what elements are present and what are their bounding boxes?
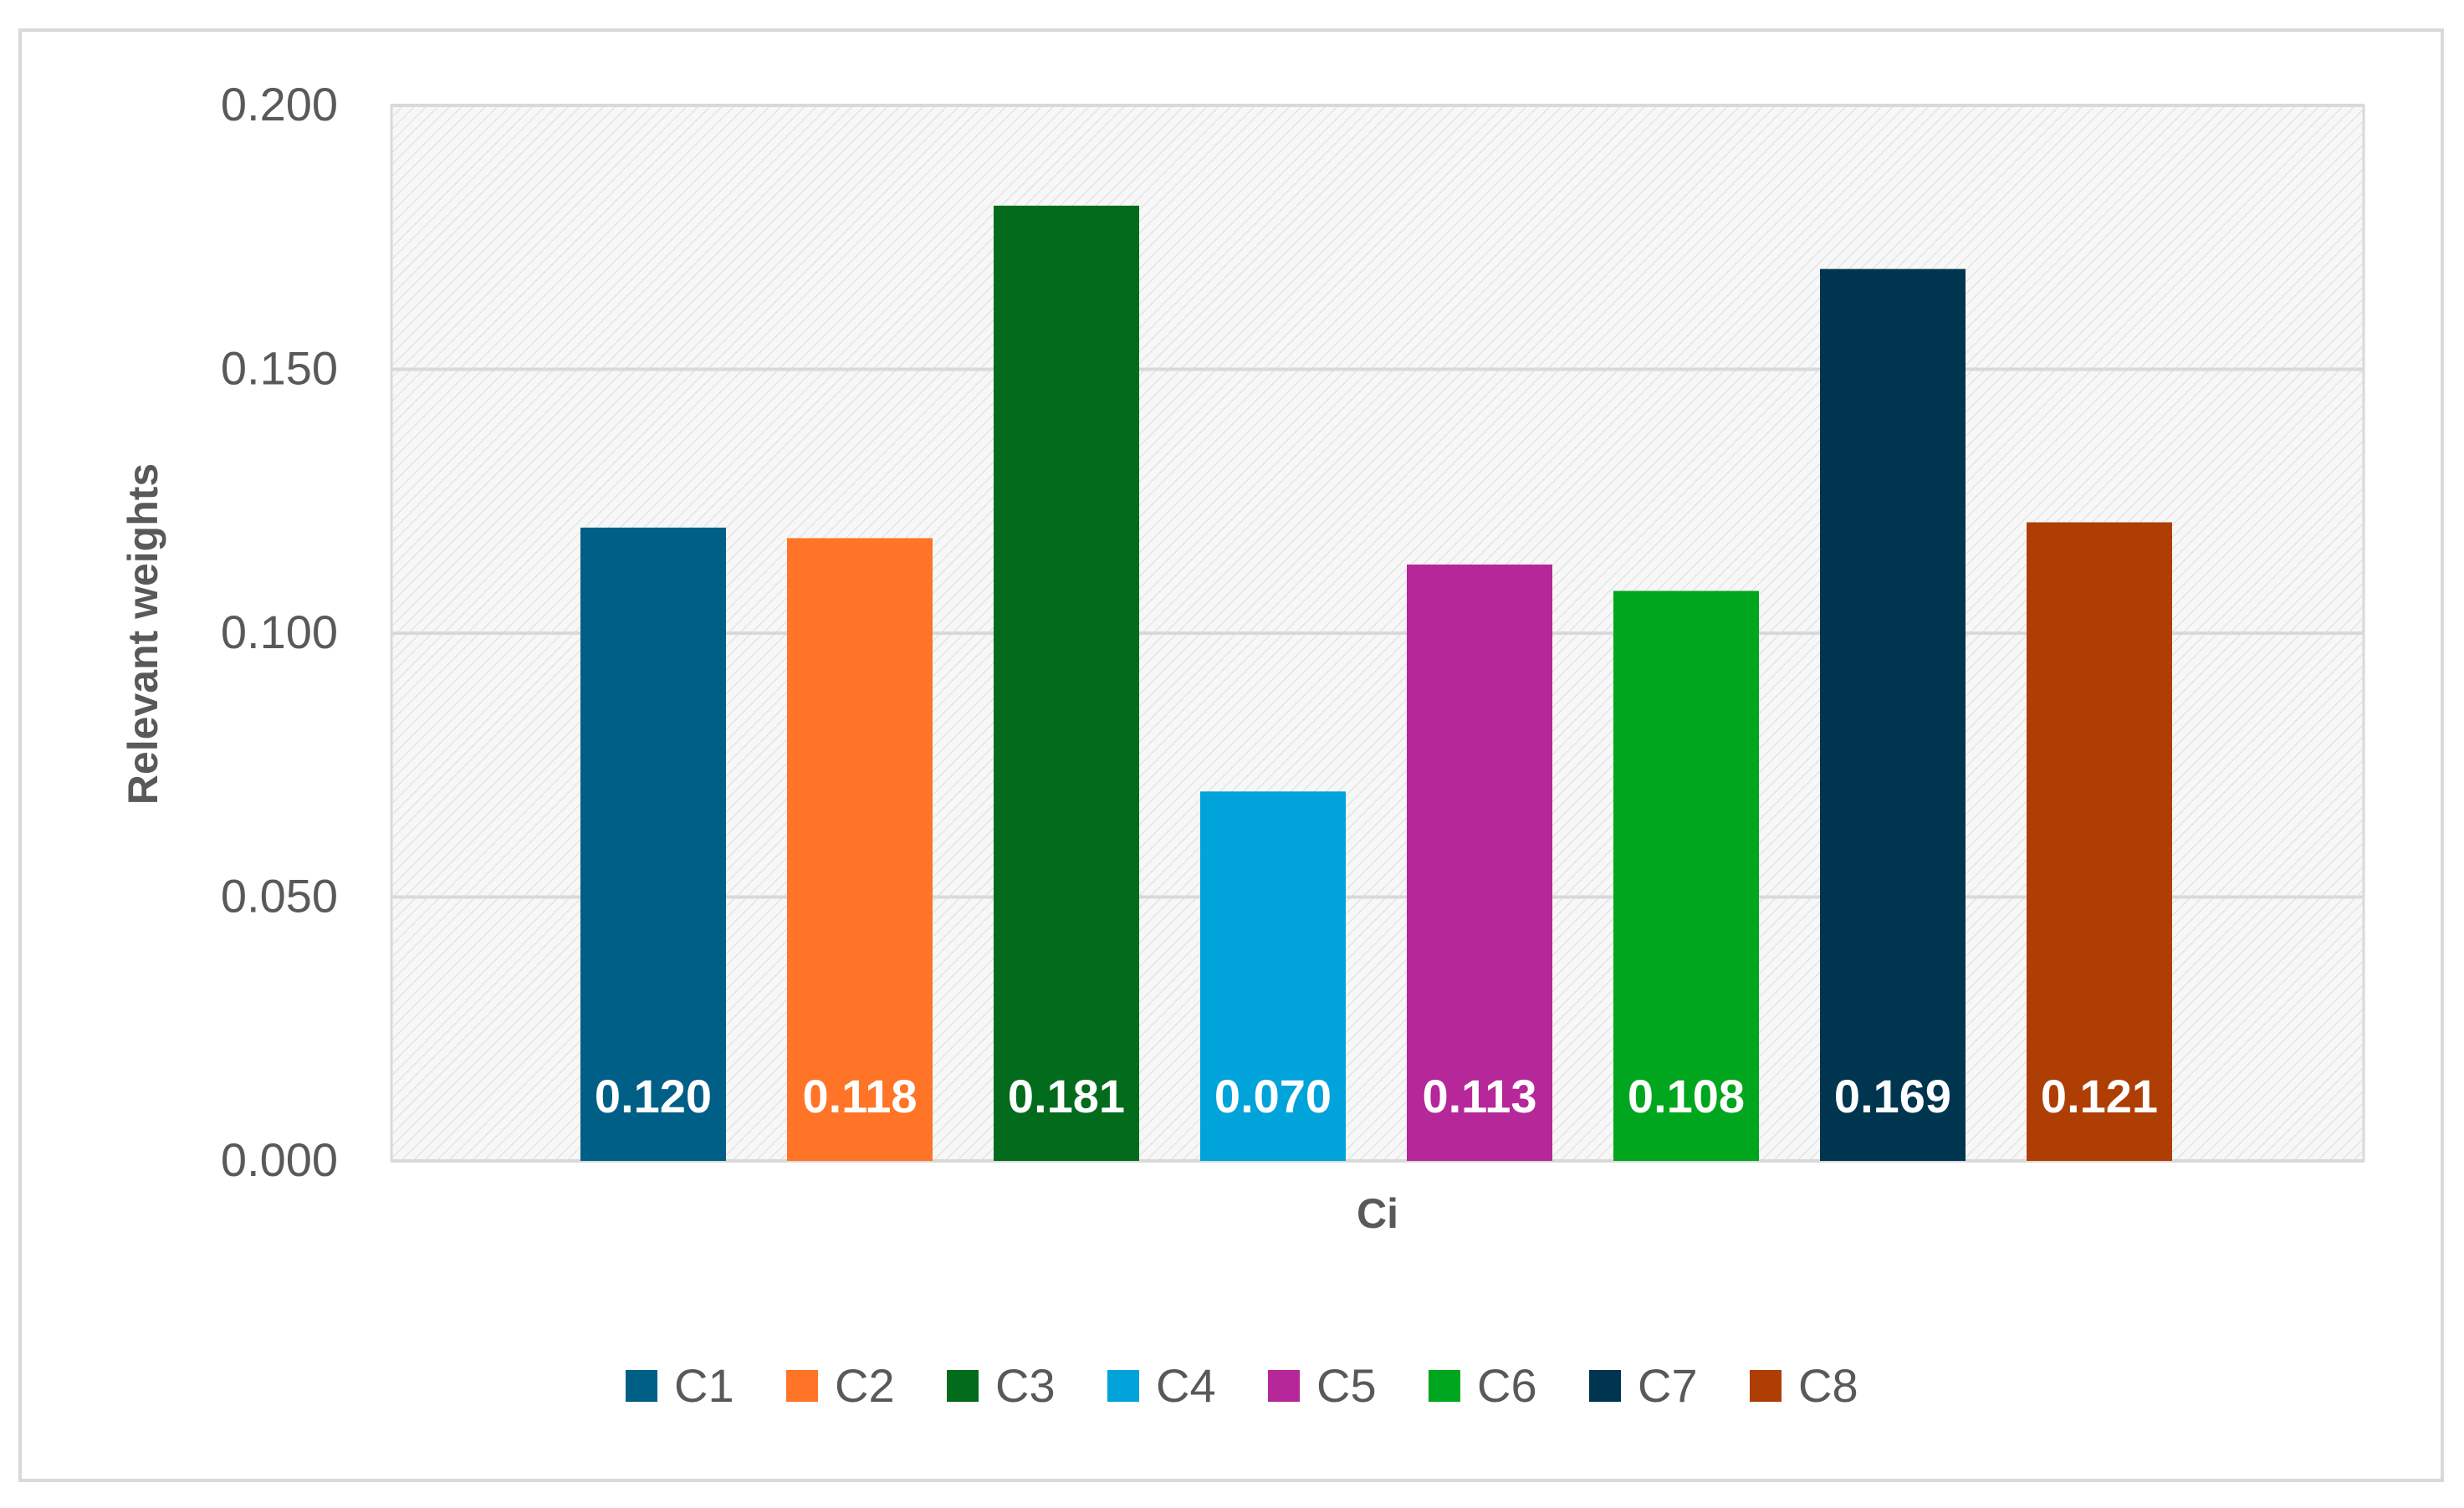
- legend-label-c3: C3: [995, 1359, 1056, 1412]
- bar-c8: [2027, 522, 2172, 1161]
- legend: C1 C2 C3 C4 C5 C6 C7 C8: [626, 1359, 1858, 1412]
- legend-label-c4: C4: [1156, 1359, 1216, 1412]
- data-label-c5: 0.113: [1422, 1070, 1536, 1122]
- y-tick-label: 0.100: [221, 606, 338, 658]
- bar-c3: [994, 205, 1139, 1161]
- bars: [580, 205, 2172, 1161]
- data-label-c2: 0.118: [802, 1070, 917, 1122]
- data-label-c6: 0.108: [1628, 1070, 1745, 1122]
- data-label-c3: 0.181: [1008, 1070, 1125, 1122]
- legend-swatch-c2: [786, 1370, 818, 1402]
- bar-c5: [1407, 564, 1552, 1161]
- y-tick-label: 0.200: [221, 78, 338, 130]
- legend-swatch-c3: [947, 1370, 979, 1402]
- legend-swatch-c1: [626, 1370, 657, 1402]
- legend-label-c6: C6: [1477, 1359, 1537, 1412]
- legend-swatch-c6: [1429, 1370, 1460, 1402]
- data-label-c1: 0.120: [595, 1070, 712, 1122]
- legend-label-c1: C1: [674, 1359, 734, 1412]
- data-label-c4: 0.070: [1214, 1070, 1332, 1122]
- y-axis-ticks: 0.000 0.050 0.100 0.150 0.200: [221, 78, 338, 1186]
- bar-c1: [580, 527, 726, 1161]
- x-axis-title: Ci: [1357, 1190, 1398, 1237]
- legend-swatch-c4: [1107, 1370, 1139, 1402]
- legend-label-c7: C7: [1638, 1359, 1698, 1412]
- bar-c2: [787, 538, 933, 1161]
- legend-swatch-c5: [1268, 1370, 1300, 1402]
- data-label-c7: 0.169: [1834, 1070, 1951, 1122]
- bar-c6: [1613, 590, 1759, 1161]
- legend-label-c2: C2: [835, 1359, 895, 1412]
- y-tick-label: 0.150: [221, 342, 338, 395]
- legend-label-c8: C8: [1798, 1359, 1858, 1412]
- legend-label-c5: C5: [1316, 1359, 1377, 1412]
- bar-c7: [1820, 268, 1966, 1161]
- y-tick-label: 0.000: [221, 1133, 338, 1186]
- bar-c4: [1200, 791, 1346, 1161]
- y-axis-title: Relevant weights: [120, 463, 166, 805]
- legend-swatch-c7: [1589, 1370, 1621, 1402]
- data-labels: 0.120 0.118 0.181 0.070 0.113 0.108 0.169 0.121: [595, 1070, 2158, 1122]
- y-tick-label: 0.050: [221, 870, 338, 923]
- data-label-c8: 0.121: [2041, 1070, 2158, 1122]
- legend-swatch-c8: [1750, 1370, 1782, 1402]
